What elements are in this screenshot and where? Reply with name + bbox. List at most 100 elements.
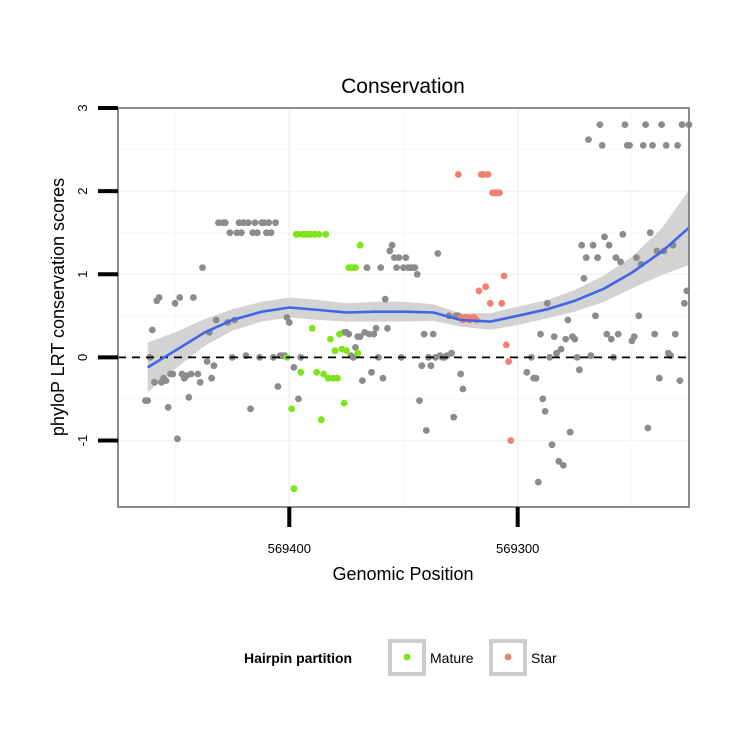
point-other <box>199 264 206 271</box>
point-other <box>171 299 179 307</box>
point-other <box>359 377 366 384</box>
point-other <box>434 250 442 257</box>
smooth-fit-line <box>147 226 690 369</box>
point-other <box>676 377 684 384</box>
y-tick-label: 3 <box>75 104 90 111</box>
point-other <box>395 254 403 261</box>
point-other <box>576 366 583 374</box>
panel-border <box>117 107 690 508</box>
point-star <box>486 299 494 307</box>
point-other <box>587 352 595 360</box>
point-other <box>651 330 659 338</box>
point-other <box>221 219 229 227</box>
point-other <box>285 319 293 326</box>
y-tick-label: -1 <box>75 435 90 447</box>
point-other <box>678 121 686 128</box>
point-mature <box>297 368 305 376</box>
point-other <box>372 324 380 332</box>
x-axis: 569400 569300 <box>268 507 539 556</box>
y-axis: -1 0 1 2 3 <box>75 104 118 446</box>
point-other <box>539 395 547 403</box>
point-mature <box>315 230 323 238</box>
point-mature <box>320 370 327 378</box>
point-other <box>393 264 400 271</box>
point-other <box>356 333 364 340</box>
point-other <box>560 462 567 469</box>
point-other <box>553 349 560 357</box>
point-other <box>226 229 234 237</box>
point-mature <box>343 347 350 355</box>
x-tick-label: 569300 <box>496 541 539 556</box>
y-tick-label: 1 <box>75 271 90 278</box>
point-other <box>210 362 218 370</box>
point-mature <box>288 405 295 413</box>
point-mature <box>331 347 339 355</box>
point-mature <box>352 264 359 271</box>
point-other <box>607 335 615 343</box>
point-other <box>681 299 688 307</box>
point-other <box>176 294 184 301</box>
point-other <box>658 121 665 128</box>
point-other <box>212 316 220 324</box>
point-other <box>534 478 542 486</box>
point-other <box>557 345 565 353</box>
point-other <box>272 219 279 227</box>
point-other <box>564 316 572 324</box>
point-mature <box>336 330 343 338</box>
point-mature <box>313 368 321 376</box>
point-other <box>633 254 640 261</box>
point-other <box>626 142 633 149</box>
point-other <box>541 408 549 415</box>
point-other <box>596 121 604 128</box>
point-other <box>459 385 467 393</box>
point-other <box>363 264 371 271</box>
point-other <box>546 354 554 361</box>
point-other <box>368 368 375 376</box>
point-star <box>500 272 508 280</box>
point-other <box>639 142 647 149</box>
legend-label-mature: Mature <box>430 650 474 666</box>
point-other <box>370 330 378 338</box>
point-star <box>475 287 483 295</box>
point-other <box>418 362 426 370</box>
point-other <box>585 136 592 144</box>
point-other <box>646 229 654 237</box>
point-other <box>375 354 382 361</box>
point-mature <box>317 416 325 424</box>
point-other <box>190 294 197 301</box>
point-other <box>448 349 455 357</box>
point-other <box>457 370 464 378</box>
point-other <box>352 344 359 351</box>
point-other <box>537 330 544 338</box>
point-star <box>496 189 503 197</box>
point-other <box>621 121 629 128</box>
x-axis-label: Genomic Position <box>332 564 473 584</box>
confidence-band <box>147 190 689 393</box>
point-other <box>573 354 581 361</box>
point-other <box>174 435 181 443</box>
point-other <box>603 330 611 338</box>
point-other <box>144 397 152 404</box>
point-star <box>454 171 462 178</box>
point-other <box>203 358 211 365</box>
point-other <box>413 270 421 278</box>
point-other <box>416 397 423 404</box>
point-other <box>617 258 624 266</box>
point-other <box>384 324 391 332</box>
point-other <box>578 241 586 249</box>
point-other <box>649 142 656 149</box>
point-other <box>267 229 275 237</box>
point-other <box>571 335 579 343</box>
point-other <box>630 333 638 340</box>
point-other <box>253 229 261 237</box>
point-star <box>482 283 490 291</box>
point-other <box>635 312 643 320</box>
point-other <box>164 403 172 411</box>
point-other <box>644 424 652 432</box>
point-other <box>386 247 394 255</box>
point-star <box>505 358 512 365</box>
legend-label-star: Star <box>531 650 557 666</box>
point-other <box>582 254 590 261</box>
legend-title: Hairpin partition <box>244 650 352 666</box>
point-other <box>601 233 608 241</box>
